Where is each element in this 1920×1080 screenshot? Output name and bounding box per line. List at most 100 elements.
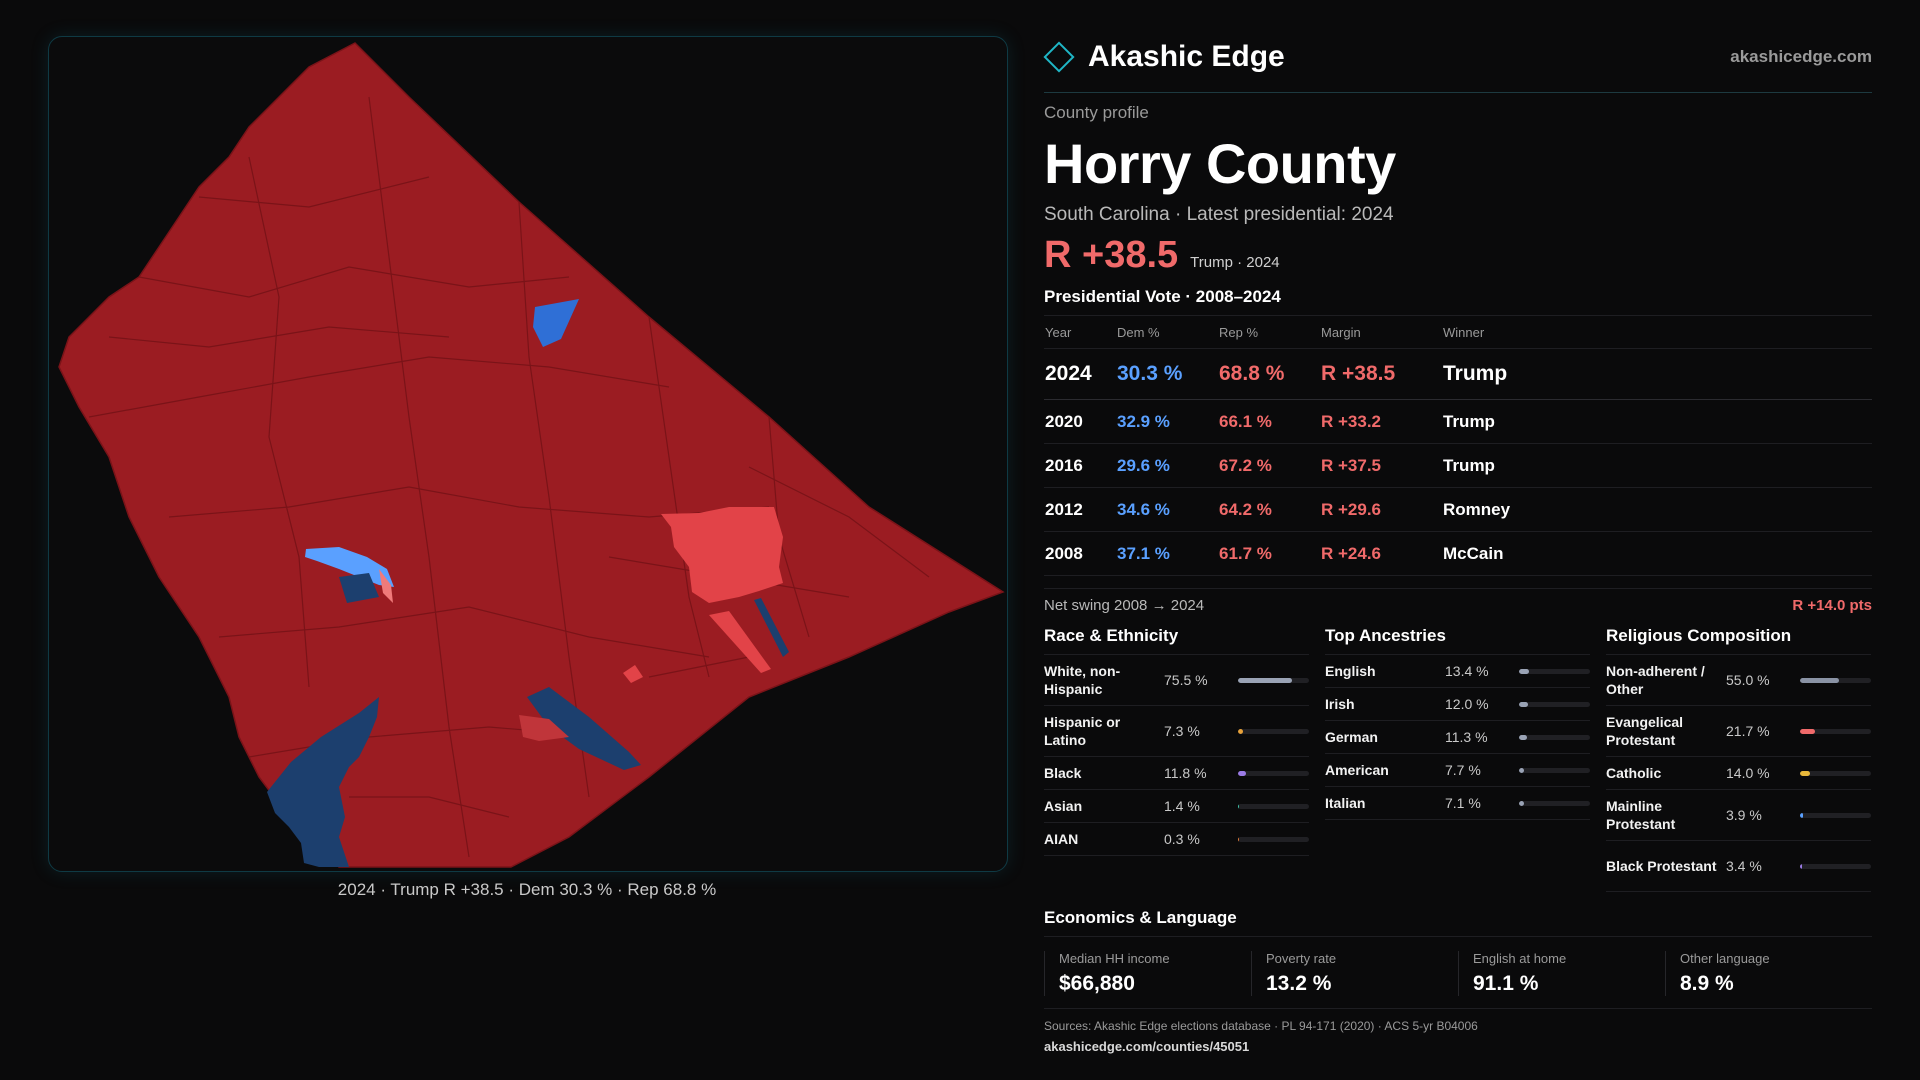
votes-row-2008[interactable]: 2008 37.1 % 61.7 % R +24.6 McCain xyxy=(1044,531,1872,576)
precinct-lean-rep-east[interactable] xyxy=(661,507,783,603)
profile-eyebrow: County profile xyxy=(1044,103,1149,122)
religion-pct: 14.0 % xyxy=(1726,765,1770,781)
religion-label: Non-adherent / Other xyxy=(1606,663,1705,697)
headline-result: R +38.5 Trump · 2024 xyxy=(1044,234,1872,277)
religion-section: Religious Composition Non-adherent / Oth… xyxy=(1606,626,1871,892)
race-pct: 0.3 % xyxy=(1164,831,1200,847)
cell-dem: 37.1 % xyxy=(1116,531,1218,576)
ancestry-bar xyxy=(1519,668,1590,674)
race-label: Hispanic or Latino xyxy=(1044,714,1121,748)
economics-stat: Other language 8.9 % xyxy=(1665,951,1872,996)
religion-label: Mainline Protestant xyxy=(1606,798,1676,832)
religion-bar xyxy=(1800,728,1871,734)
headline-margin: R +38.5 xyxy=(1044,234,1179,276)
race-row: Black 11.8 % xyxy=(1044,757,1309,790)
religion-row: Evangelical Protestant 21.7 % xyxy=(1606,706,1871,757)
ancestry-label: American xyxy=(1325,762,1389,778)
religion-row: Black Protestant 3.4 % xyxy=(1606,841,1871,892)
cell-margin: R +33.2 xyxy=(1320,399,1442,444)
ancestry-bar-fill xyxy=(1519,767,1525,773)
col-margin: Margin xyxy=(1320,315,1442,349)
cell-margin: R +24.6 xyxy=(1320,531,1442,576)
religion-title: Religious Composition xyxy=(1606,626,1871,655)
precinct-lean-dem-center[interactable] xyxy=(305,547,394,587)
religion-pct: 21.7 % xyxy=(1726,723,1770,739)
precinct-lean-rep-south[interactable] xyxy=(519,715,569,741)
religion-row: Non-adherent / Other 55.0 % xyxy=(1606,655,1871,706)
race-pct: 75.5 % xyxy=(1164,672,1208,688)
demographics: Race & Ethnicity White, non-Hispanic 75.5… xyxy=(1044,626,1872,892)
county-panel: Akashic Edge akashicedge.com County prof… xyxy=(1043,34,1872,1054)
cell-year: 2012 xyxy=(1044,487,1116,532)
religion-bar-fill xyxy=(1800,770,1810,776)
cell-winner: Trump xyxy=(1442,348,1872,400)
swing-value: R +14.0 pts xyxy=(1792,597,1872,614)
ancestry-bar xyxy=(1519,734,1590,740)
sources-url-link[interactable]: akashicedge.com/counties/45051 xyxy=(1044,1039,1250,1054)
religion-pct: 3.4 % xyxy=(1726,858,1762,874)
precinct-strong-dem-center[interactable] xyxy=(339,573,379,603)
ancestry-bar xyxy=(1519,800,1590,806)
ancestry-list: English 13.4 % Irish 12.0 % German 11.3 % Amer… xyxy=(1325,655,1590,820)
religion-bar-fill xyxy=(1800,677,1840,683)
religion-bar-fill xyxy=(1800,863,1803,869)
race-bar-fill xyxy=(1238,770,1247,776)
race-row: Asian 1.4 % xyxy=(1044,790,1309,823)
map-caption: 2024 · Trump R +38.5 · Dem 30.3 % · Rep … xyxy=(337,880,717,899)
votes-table: Year Dem % Rep % Margin Winner 2024 30.3 … xyxy=(1044,315,1872,576)
precinct-lean-rep-center[interactable] xyxy=(379,569,393,603)
cell-year: 2016 xyxy=(1044,443,1116,488)
brand-url-link[interactable]: akashicedge.com xyxy=(1730,47,1872,66)
race-bar-fill xyxy=(1238,803,1239,809)
votes-row-2024[interactable]: 2024 30.3 % 68.8 % R +38.5 Trump xyxy=(1044,348,1872,400)
economics-stat-label: Other language xyxy=(1680,951,1770,966)
economics-title: Economics & Language xyxy=(1044,908,1872,937)
religion-bar-fill xyxy=(1800,728,1816,734)
brand-name: Akashic Edge xyxy=(1088,40,1285,73)
precinct-map-svg[interactable] xyxy=(49,37,1007,871)
religion-list: Non-adherent / Other 55.0 % Evangelical Pr… xyxy=(1606,655,1871,892)
ancestry-row: American 7.7 % xyxy=(1325,754,1590,787)
cell-winner: Trump xyxy=(1442,399,1872,444)
race-label: Black xyxy=(1044,765,1082,781)
col-winner: Winner xyxy=(1442,315,1872,349)
economics-stat-value: $66,880 xyxy=(1059,972,1135,995)
ancestry-label: Italian xyxy=(1325,795,1366,811)
ancestry-label: Irish xyxy=(1325,696,1355,712)
race-bar xyxy=(1238,836,1309,842)
precinct-strong-dem-south-strip[interactable] xyxy=(527,687,641,770)
race-section: Race & Ethnicity White, non-Hispanic 75.5… xyxy=(1044,626,1309,892)
sources-text: Sources: Akashic Edge elections database… xyxy=(1044,1019,1478,1033)
religion-row: Mainline Protestant 3.9 % xyxy=(1606,790,1871,841)
economics-stat-value: 8.9 % xyxy=(1680,972,1734,995)
race-pct: 7.3 % xyxy=(1164,723,1200,739)
religion-pct: 55.0 % xyxy=(1726,672,1770,688)
religion-bar xyxy=(1800,863,1871,869)
cell-winner: Romney xyxy=(1442,487,1872,532)
precinct-lean-rep-coast-strip[interactable] xyxy=(709,611,771,673)
race-bar xyxy=(1238,770,1309,776)
votes-row-2012[interactable]: 2012 34.6 % 64.2 % R +29.6 Romney xyxy=(1044,487,1872,532)
religion-label: Catholic xyxy=(1606,765,1662,781)
precinct-dem-north[interactable] xyxy=(533,299,579,347)
cell-rep: 68.8 % xyxy=(1218,348,1320,400)
race-label: Asian xyxy=(1044,798,1083,814)
ancestry-bar xyxy=(1519,701,1590,707)
votes-row-2016[interactable]: 2016 29.6 % 67.2 % R +37.5 Trump xyxy=(1044,443,1872,488)
precinct-strong-dem-coast-strip[interactable] xyxy=(754,598,789,657)
economics-stat-value: 13.2 % xyxy=(1266,972,1332,995)
cell-dem: 30.3 % xyxy=(1116,348,1218,400)
religion-bar xyxy=(1800,677,1871,683)
cell-dem: 34.6 % xyxy=(1116,487,1218,532)
economics-stats: Median HH income $66,880 Poverty rate 13.2 … xyxy=(1044,951,1872,1009)
religion-row: Catholic 14.0 % xyxy=(1606,757,1871,790)
precinct-strong-dem-southwest[interactable] xyxy=(267,697,379,867)
votes-row-2020[interactable]: 2020 32.9 % 66.1 % R +33.2 Trump xyxy=(1044,399,1872,444)
ancestry-pct: 12.0 % xyxy=(1445,696,1489,712)
religion-bar xyxy=(1800,812,1871,818)
ancestry-title: Top Ancestries xyxy=(1325,626,1590,655)
precinct-lean-rep-small[interactable] xyxy=(623,665,643,683)
brand[interactable]: Akashic Edge xyxy=(1043,40,1285,74)
religion-pct: 3.9 % xyxy=(1726,807,1762,823)
county-map[interactable] xyxy=(48,36,1008,872)
